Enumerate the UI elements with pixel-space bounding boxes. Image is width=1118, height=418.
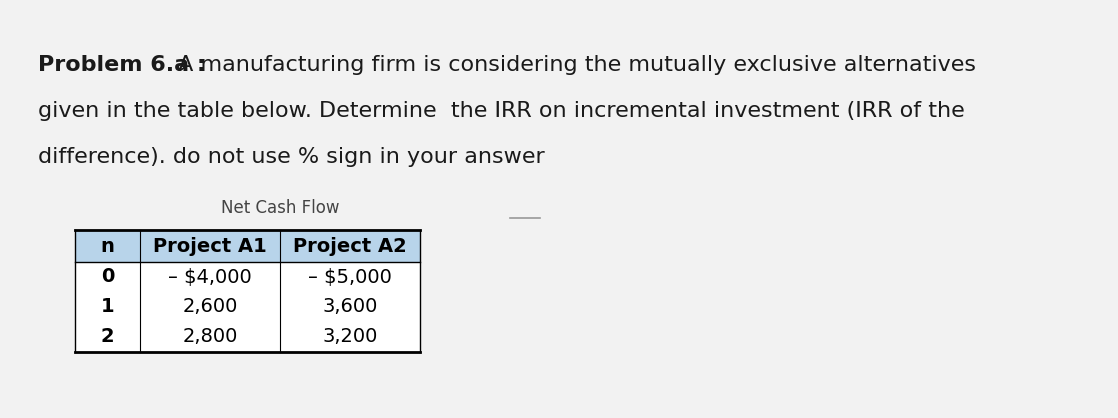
Text: Project A1: Project A1 — [153, 237, 267, 255]
Text: – $4,000: – $4,000 — [168, 268, 252, 286]
Bar — [75, 230, 420, 262]
Text: A manufacturing firm is considering the mutually exclusive alternatives: A manufacturing firm is considering the … — [171, 55, 976, 75]
Text: – $5,000: – $5,000 — [309, 268, 392, 286]
Text: difference). do not use % sign in your answer: difference). do not use % sign in your a… — [38, 147, 544, 167]
Text: Net Cash Flow: Net Cash Flow — [220, 199, 339, 217]
Bar — [75, 322, 420, 352]
Text: 2,600: 2,600 — [182, 298, 238, 316]
Text: Project A2: Project A2 — [293, 237, 407, 255]
Text: given in the table below. Determine  the IRR on incremental investment (IRR of t: given in the table below. Determine the … — [38, 101, 965, 121]
Text: 0: 0 — [101, 268, 114, 286]
Text: 2,800: 2,800 — [182, 327, 238, 347]
Text: 1: 1 — [101, 298, 114, 316]
Text: n: n — [101, 237, 114, 255]
Text: 2: 2 — [101, 327, 114, 347]
Text: 3,600: 3,600 — [322, 298, 378, 316]
Text: Problem 6.a :: Problem 6.a : — [38, 55, 214, 75]
Bar — [75, 262, 420, 292]
Bar — [75, 292, 420, 322]
Text: 3,200: 3,200 — [322, 327, 378, 347]
